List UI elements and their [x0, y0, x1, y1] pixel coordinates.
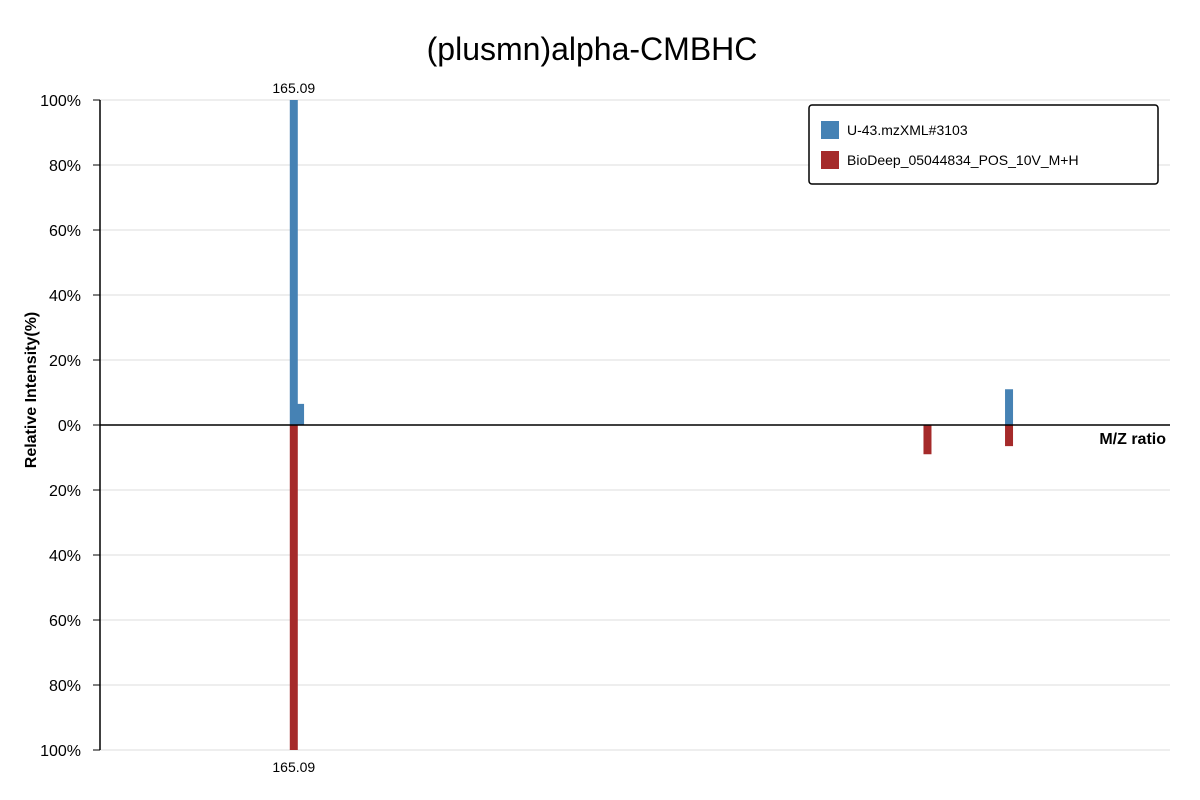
legend-swatch-query [821, 121, 839, 139]
legend-label-reference: BioDeep_05044834_POS_10V_M+H [847, 152, 1079, 168]
legend-box [808, 104, 1159, 185]
y-tick-label: 60% [49, 223, 81, 240]
y-tick-label: 20% [49, 483, 81, 500]
reference-peak-label: 165.09 [272, 759, 315, 775]
gridlines [100, 99, 1170, 751]
y-tick-label: 40% [49, 548, 81, 565]
legend-label-query: U-43.mzXML#3103 [847, 122, 968, 138]
y-tick-label: 80% [49, 678, 81, 695]
x-axis-label: M/Z ratio [1099, 431, 1166, 448]
y-tick-label: 40% [49, 288, 81, 305]
peak-bars: 165.09 165.09 [272, 80, 1014, 775]
query-peak-bar [1005, 389, 1014, 425]
query-peak-bar [289, 100, 298, 425]
y-tick-label: 100% [40, 93, 81, 110]
y-tick-label: 60% [49, 613, 81, 630]
legend: U-43.mzXML#3103 BioDeep_05044834_POS_10V… [808, 104, 1159, 185]
y-tick-label: 0% [58, 418, 81, 435]
query-peak-label: 165.09 [272, 80, 315, 96]
chart-title: (plusmn)alpha-CMBHC [427, 31, 758, 67]
legend-swatch-reference [821, 151, 839, 169]
y-tick-label: 20% [49, 353, 81, 370]
y-tick-label: 80% [49, 158, 81, 175]
reference-peak-bar [923, 425, 932, 455]
query-peak-bar [296, 403, 305, 425]
y-axis-label: Relative Intensity(%) [23, 312, 40, 468]
reference-peak-bar [289, 425, 298, 750]
reference-peak-bar [1005, 425, 1014, 447]
y-axis-ticks: 100% 80% 60% 40% 20% 0% 20% 40% 60% 80% 100% [40, 93, 100, 760]
y-tick-label: 100% [40, 743, 81, 760]
